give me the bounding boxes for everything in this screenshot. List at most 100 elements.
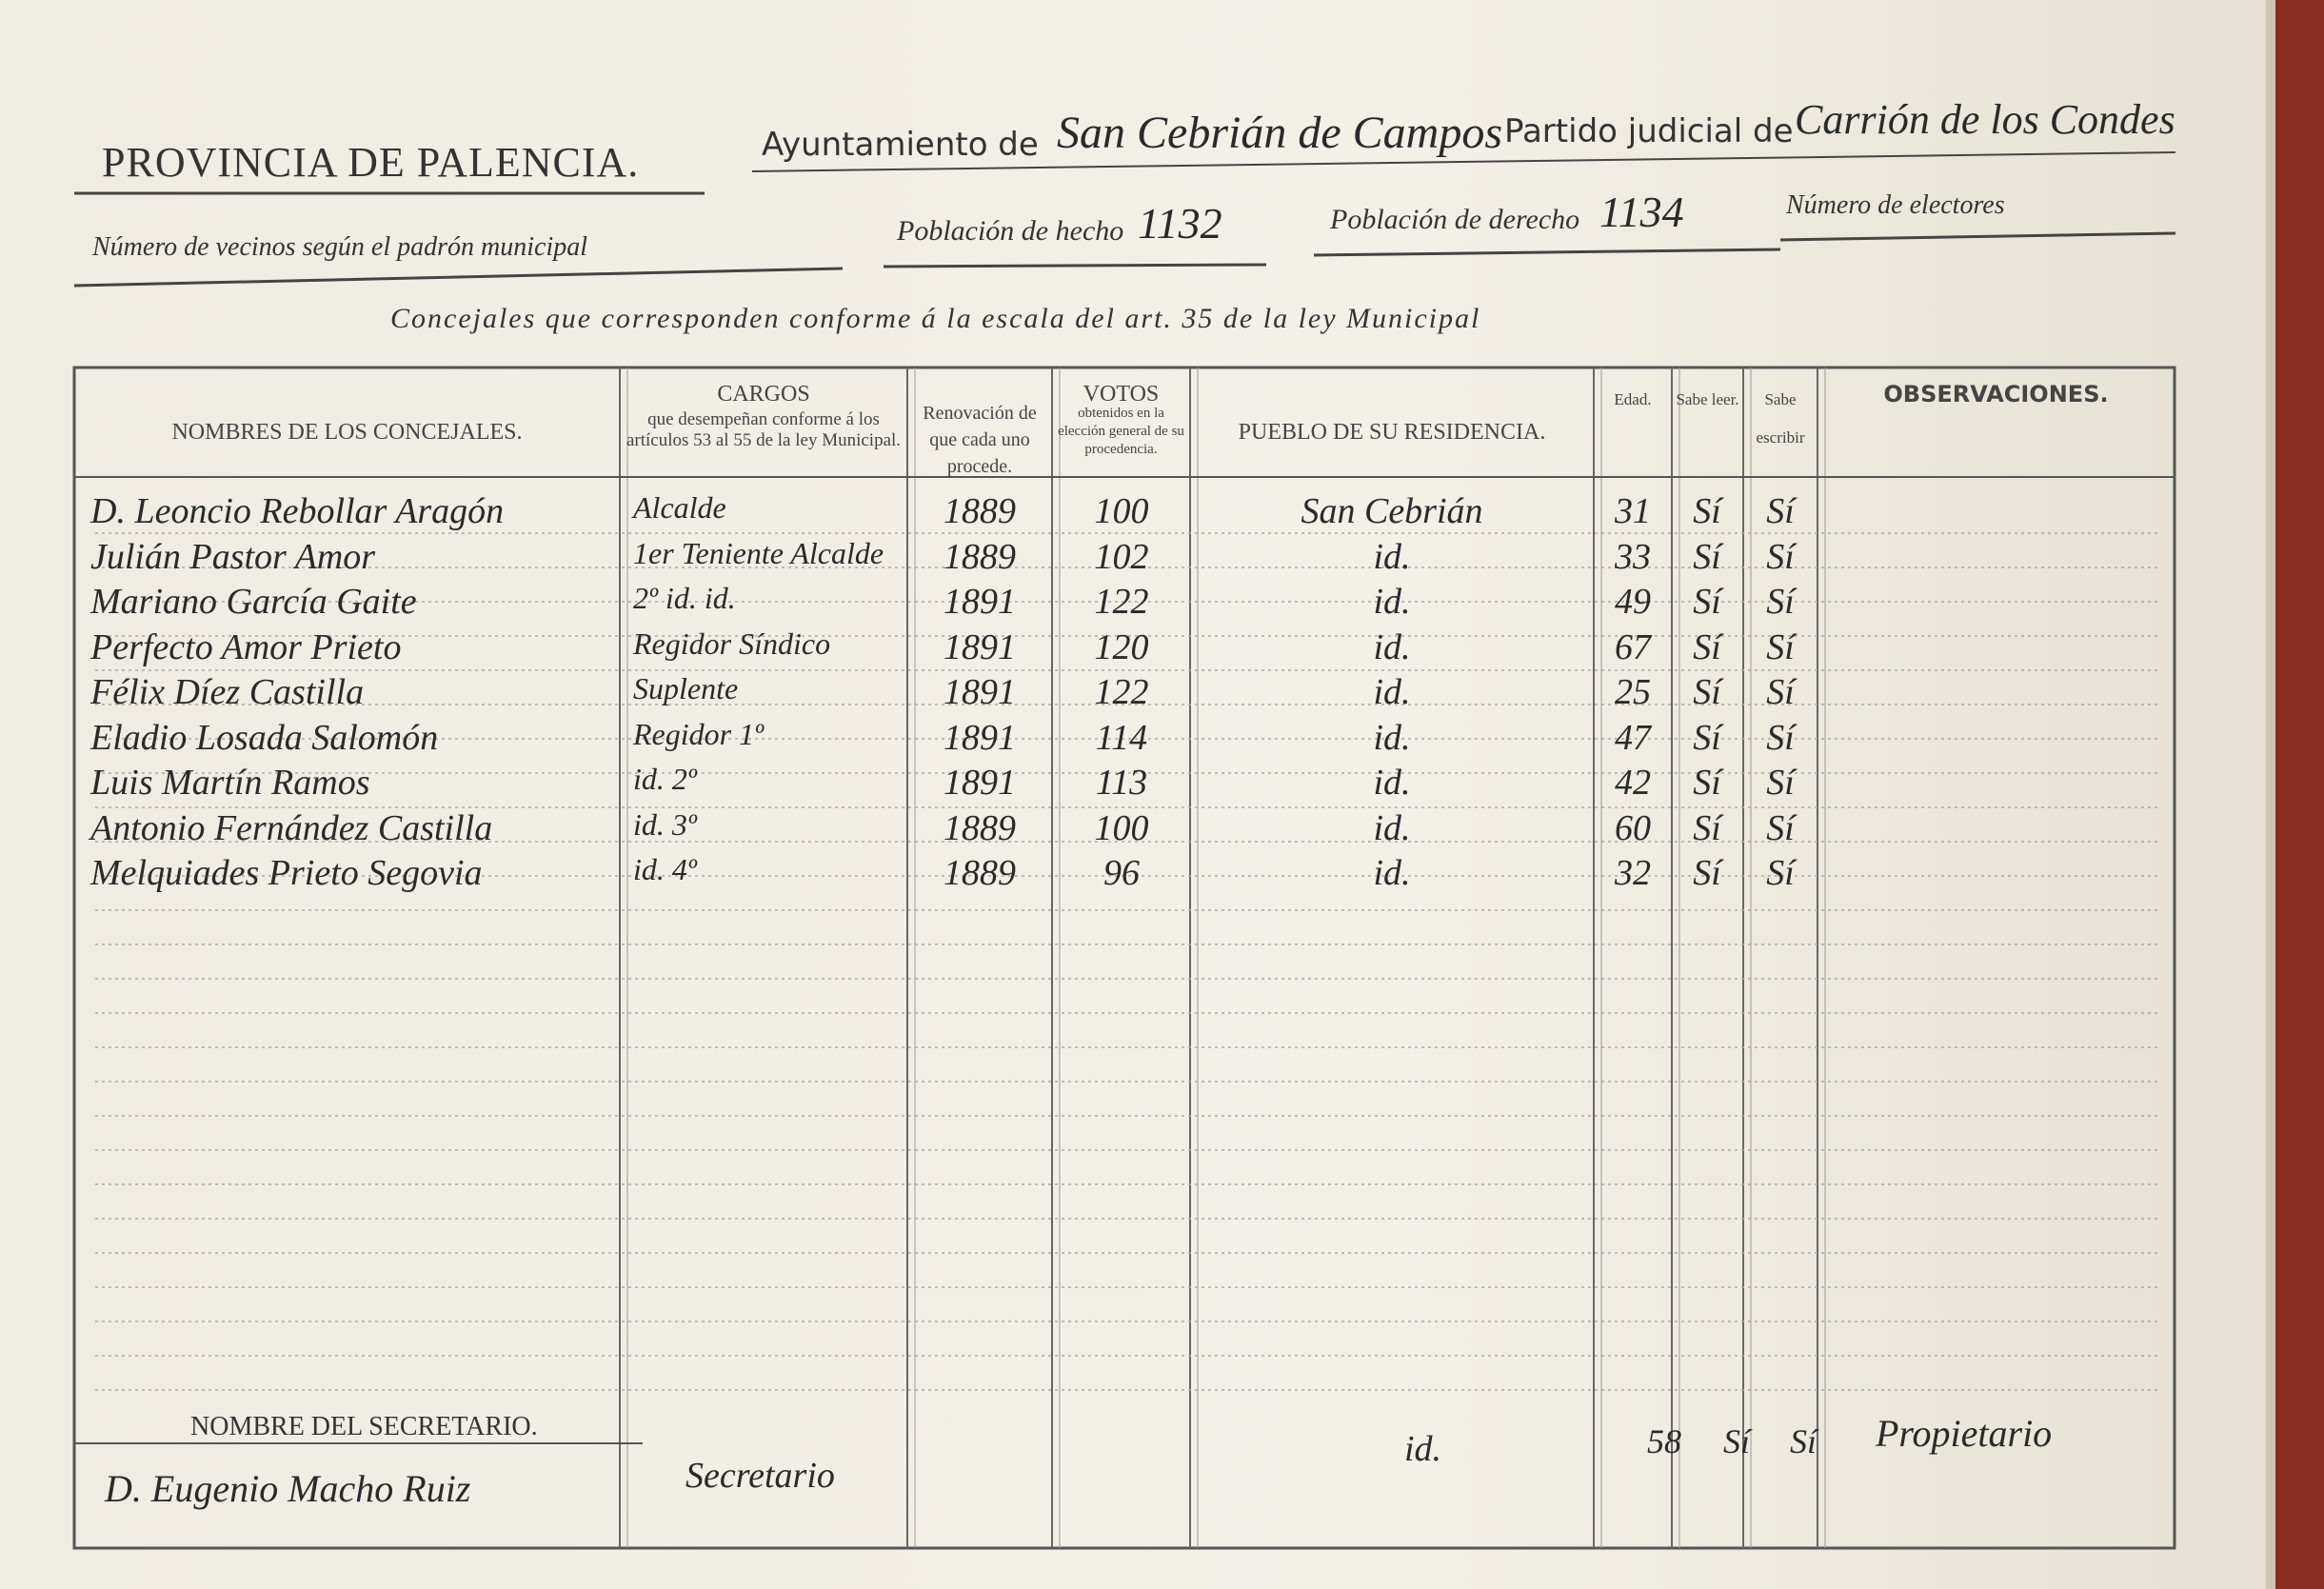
- cell: Sí: [1693, 672, 1721, 712]
- cell: id.: [1373, 807, 1411, 848]
- binding: [2274, 0, 2324, 1589]
- column-note: que desempeñan conforme á los artículos …: [626, 409, 902, 450]
- cell: Sí: [1693, 491, 1721, 531]
- cell: 96: [1103, 853, 1140, 893]
- partido: Carrión de los Condes: [1795, 96, 2175, 143]
- page-edge: [2266, 0, 2275, 1589]
- secretario-name: D. Eugenio Macho Ruiz: [105, 1467, 471, 1510]
- rule: [883, 263, 1267, 268]
- cell: id.: [1373, 672, 1411, 712]
- cell: Sí: [1693, 763, 1721, 803]
- derecho: 1134: [1599, 188, 1684, 236]
- derecho-label: Población de derecho: [1330, 204, 1580, 235]
- cell: 31: [1615, 491, 1651, 531]
- cell: Sí: [1693, 807, 1721, 848]
- column-note: obtenidos en la elección general de su p…: [1058, 406, 1184, 457]
- cell: D. Leoncio Rebollar Aragón: [90, 491, 505, 531]
- column-title: OBSERVACIONES.: [1883, 381, 2109, 407]
- electores-label: Número de electores: [1786, 190, 2005, 220]
- cell: 1889: [944, 536, 1016, 577]
- cell: id.: [1373, 582, 1411, 622]
- cell: San Cebrián: [1301, 491, 1483, 531]
- rule: [1313, 248, 1781, 257]
- cell: 113: [1095, 763, 1148, 803]
- cell: Eladio Losada Salomón: [90, 717, 439, 758]
- cell: Sí: [1766, 582, 1795, 622]
- cell: id.: [1373, 626, 1411, 667]
- cell: 2º id. id.: [633, 581, 736, 615]
- cell: Melquiades Prieto Segovia: [90, 853, 483, 893]
- cell: 67: [1615, 626, 1651, 667]
- cell: 1891: [944, 763, 1016, 803]
- cell: Sí: [1766, 853, 1795, 893]
- cell: 49: [1615, 582, 1651, 622]
- cell: Sí: [1766, 717, 1795, 758]
- cell: 1889: [944, 491, 1016, 531]
- cell: id. 3º: [633, 806, 697, 842]
- cell: 32: [1615, 853, 1651, 893]
- secretario-pueblo: id.: [1404, 1429, 1442, 1469]
- cell: Perfecto Amor Prieto: [90, 626, 402, 667]
- cell: id. 2º: [633, 762, 697, 796]
- partido-label: Partido judicial de: [1504, 112, 1794, 150]
- hecho-label: Población de hecho: [897, 215, 1124, 247]
- table-border: [72, 366, 2176, 1550]
- cell: 1891: [944, 582, 1016, 622]
- cell: 120: [1094, 626, 1149, 667]
- cell: 122: [1094, 672, 1149, 712]
- cell: Sí: [1766, 807, 1795, 848]
- cell: Sí: [1693, 717, 1721, 758]
- cell: Sí: [1766, 491, 1795, 531]
- cell: Sí: [1693, 536, 1721, 577]
- cell: 1891: [944, 626, 1016, 667]
- vecinos-label: Número de vecinos según el padrón munici…: [92, 232, 587, 262]
- cell: Mariano García Gaite: [90, 582, 417, 622]
- column-title: Edad.: [1614, 390, 1652, 408]
- cell: id.: [1373, 763, 1411, 803]
- column-title: NOMBRES DE LOS CONCEJALES.: [171, 420, 523, 445]
- secretario-escribir: Sí: [1790, 1422, 1817, 1460]
- concejales-label: Concejales que corresponden conforme á l…: [390, 303, 1481, 334]
- cell: 122: [1094, 582, 1149, 622]
- cell: 47: [1615, 717, 1651, 758]
- rule: [751, 151, 2176, 172]
- cell: 1891: [944, 672, 1016, 712]
- rule: [1779, 231, 2176, 242]
- column-title: PUEBLO DE SU RESIDENCIA.: [1238, 420, 1546, 445]
- cell: id.: [1373, 717, 1411, 758]
- cell: 1891: [944, 717, 1016, 758]
- province: PROVINCIA DE PALENCIA.: [102, 139, 640, 186]
- ayuntamiento: San Cebrián de Campos: [1057, 108, 1502, 158]
- ayuntamiento-label: Ayuntamiento de: [762, 126, 1039, 164]
- secretario-observaciones: Propietario: [1876, 1412, 2053, 1455]
- cell: id.: [1373, 536, 1411, 577]
- cell: Sí: [1766, 626, 1795, 667]
- cell: Sí: [1693, 626, 1721, 667]
- column-title: Sabe leer.: [1676, 390, 1739, 408]
- cell: 60: [1615, 807, 1651, 848]
- cell: Sí: [1693, 853, 1721, 893]
- secretario-edad: 58: [1647, 1422, 1681, 1460]
- cell: 33: [1615, 536, 1651, 577]
- cell: 25: [1615, 672, 1651, 712]
- secretario-cargo: Secretario: [685, 1456, 835, 1496]
- cell: Sí: [1766, 536, 1795, 577]
- cell: Sí: [1766, 672, 1795, 712]
- column-title: CARGOS: [717, 382, 810, 407]
- cell: 1er Teniente Alcalde: [633, 535, 884, 570]
- cell: Félix Díez Castilla: [90, 672, 365, 712]
- cell: Suplente: [633, 671, 739, 705]
- cell: id.: [1373, 853, 1411, 893]
- cell: id. 4º: [633, 852, 697, 886]
- cell: 102: [1094, 536, 1149, 577]
- column-title: VOTOS: [1083, 382, 1160, 407]
- cell: Luis Martín Ramos: [90, 763, 370, 803]
- cell: Regidor Síndico: [633, 626, 831, 661]
- rule: [73, 267, 844, 288]
- column-title: Renovación de que cada uno procede.: [923, 403, 1037, 477]
- hecho: 1132: [1138, 199, 1222, 248]
- secretario-leer: Sí: [1723, 1422, 1751, 1460]
- cell: Sí: [1766, 763, 1795, 803]
